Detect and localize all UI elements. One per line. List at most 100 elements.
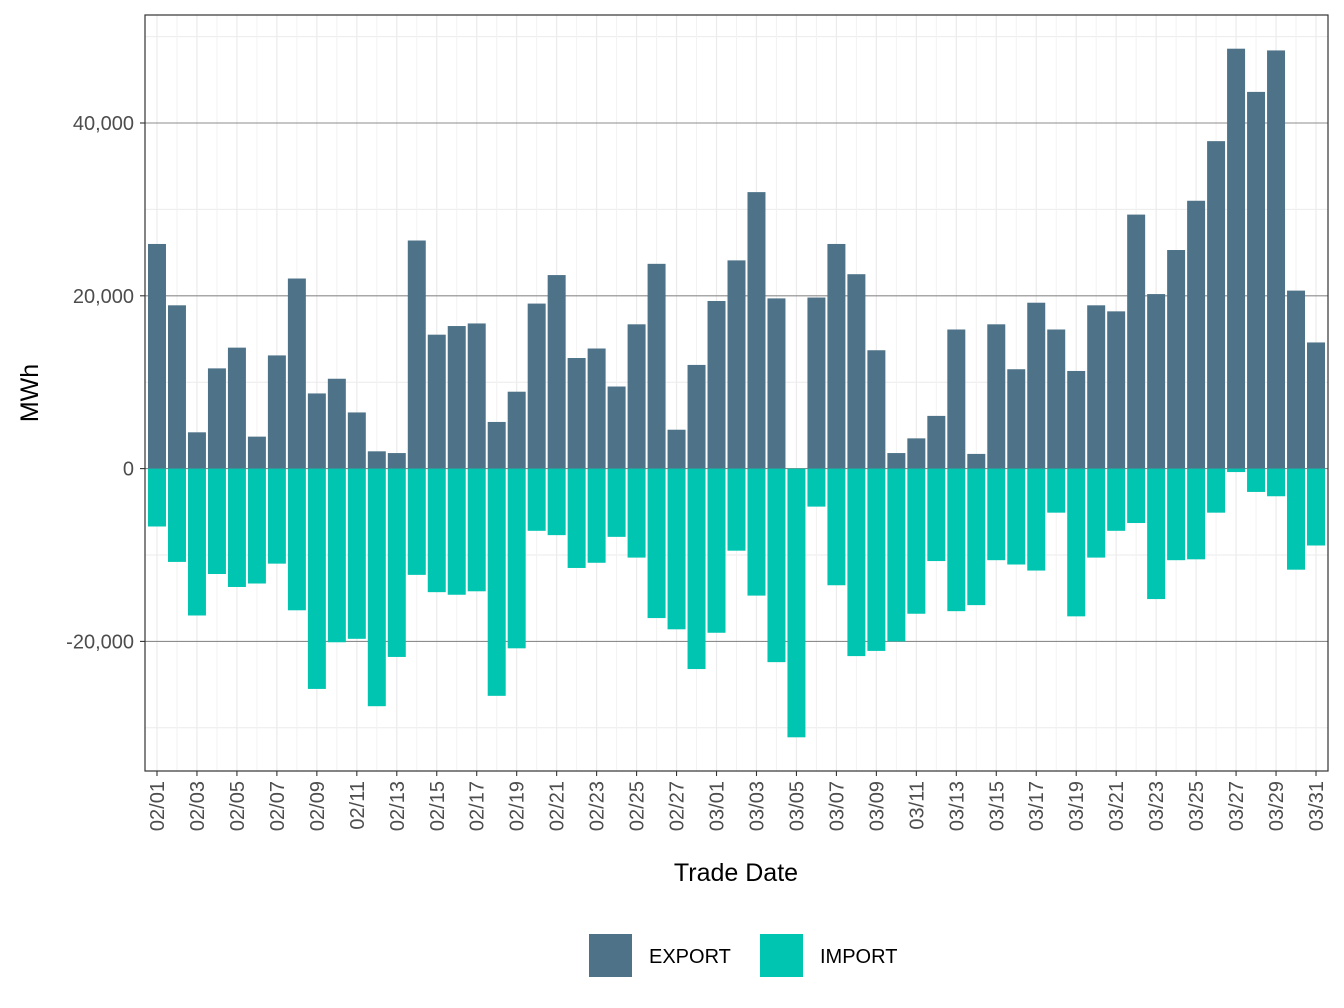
x-tick-label: 02/23 bbox=[587, 781, 609, 831]
y-tick-label: 20,000 bbox=[73, 286, 134, 308]
y-tick-label: 40,000 bbox=[73, 113, 134, 135]
bar-export-02-06 bbox=[247, 436, 266, 469]
bar-layer bbox=[147, 48, 1326, 738]
x-axis: 02/01 02/03 02/05 02/07 02/09 02/11 02/13 02/15… bbox=[147, 771, 1328, 831]
bar-import-02-26 bbox=[647, 468, 666, 619]
bar-import-02-14 bbox=[407, 468, 426, 575]
bar-import-03-07 bbox=[827, 468, 846, 586]
legend-swatch-export bbox=[589, 934, 632, 977]
bar-import-02-17 bbox=[467, 468, 486, 592]
bar-import-03-05 bbox=[787, 468, 806, 738]
bar-import-02-20 bbox=[527, 468, 546, 531]
bar-export-02-04 bbox=[207, 368, 226, 469]
bar-export-03-03 bbox=[747, 192, 766, 469]
bar-import-03-27 bbox=[1227, 468, 1246, 473]
bar-import-03-04 bbox=[767, 468, 786, 663]
x-tick-label: 03/11 bbox=[906, 781, 928, 830]
bar-export-02-10 bbox=[327, 378, 346, 469]
x-tick-label: 02/05 bbox=[227, 781, 249, 831]
bar-import-02-23 bbox=[587, 468, 606, 563]
x-tick-label: 03/13 bbox=[946, 781, 968, 831]
bar-export-03-27 bbox=[1227, 48, 1246, 469]
x-tick-label: 02/03 bbox=[187, 781, 209, 831]
x-tick-label: 03/07 bbox=[826, 781, 848, 831]
bar-export-03-25 bbox=[1187, 200, 1206, 469]
bar-import-02-02 bbox=[167, 468, 186, 562]
y-axis-title: MWh bbox=[16, 364, 44, 422]
bar-export-02-14 bbox=[407, 240, 426, 469]
x-tick-label: 02/17 bbox=[467, 781, 489, 831]
bar-import-02-25 bbox=[627, 468, 646, 558]
bar-export-03-13 bbox=[947, 329, 966, 469]
bar-export-02-26 bbox=[647, 263, 666, 469]
bar-export-03-17 bbox=[1027, 302, 1046, 469]
bar-import-03-02 bbox=[727, 468, 746, 551]
x-tick-label: 03/03 bbox=[746, 781, 768, 831]
bar-import-03-08 bbox=[847, 468, 866, 657]
bar-import-02-27 bbox=[667, 468, 686, 630]
x-tick-label: 02/11 bbox=[347, 781, 369, 830]
bar-export-03-07 bbox=[827, 243, 846, 469]
x-tick-label: 02/07 bbox=[267, 781, 289, 831]
x-tick-label: 02/25 bbox=[627, 781, 649, 831]
x-tick-label: 02/21 bbox=[547, 781, 569, 831]
bar-import-03-15 bbox=[987, 468, 1006, 561]
bar-export-02-25 bbox=[627, 324, 646, 469]
bar-import-03-24 bbox=[1167, 468, 1186, 561]
bar-import-03-19 bbox=[1067, 468, 1086, 617]
x-tick-label: 03/01 bbox=[707, 781, 729, 831]
bar-export-02-05 bbox=[227, 347, 246, 469]
bar-import-02-07 bbox=[267, 468, 286, 564]
bar-export-02-16 bbox=[447, 326, 466, 469]
bar-import-03-25 bbox=[1187, 468, 1206, 560]
bar-import-03-22 bbox=[1127, 468, 1146, 524]
x-tick-label: 02/01 bbox=[147, 781, 169, 831]
bar-export-03-01 bbox=[707, 300, 726, 469]
bar-export-02-13 bbox=[387, 453, 406, 469]
bar-import-03-12 bbox=[927, 468, 946, 562]
x-tick-label: 03/31 bbox=[1306, 781, 1328, 831]
bar-import-03-26 bbox=[1207, 468, 1226, 513]
bar-import-02-03 bbox=[187, 468, 206, 616]
bar-export-02-07 bbox=[267, 355, 286, 469]
x-tick-label: 03/15 bbox=[986, 781, 1008, 831]
x-tick-label: 02/15 bbox=[427, 781, 449, 831]
x-tick-label: 03/27 bbox=[1226, 781, 1248, 831]
bar-import-02-05 bbox=[227, 468, 246, 587]
bar-import-03-10 bbox=[887, 468, 906, 642]
bar-import-03-06 bbox=[807, 468, 826, 507]
bar-export-03-26 bbox=[1207, 141, 1226, 469]
bar-export-03-02 bbox=[727, 260, 746, 469]
bar-export-02-03 bbox=[187, 432, 206, 469]
legend-label-import: IMPORT bbox=[820, 946, 897, 968]
bar-export-03-18 bbox=[1047, 329, 1066, 469]
x-tick-label: 02/27 bbox=[667, 781, 689, 831]
x-tick-label: 03/23 bbox=[1146, 781, 1168, 831]
bar-import-02-06 bbox=[247, 468, 266, 584]
bar-export-03-23 bbox=[1147, 294, 1166, 469]
bar-import-02-19 bbox=[507, 468, 526, 649]
bar-import-02-22 bbox=[567, 468, 586, 568]
bar-import-02-15 bbox=[427, 468, 446, 593]
bar-export-03-21 bbox=[1107, 311, 1126, 469]
bar-import-03-31 bbox=[1307, 468, 1326, 546]
bar-export-02-09 bbox=[307, 393, 326, 469]
bar-export-03-30 bbox=[1287, 290, 1306, 469]
bar-import-03-17 bbox=[1027, 468, 1046, 571]
x-tick-label: 02/09 bbox=[307, 781, 329, 831]
x-tick-label: 03/29 bbox=[1266, 781, 1288, 831]
bar-export-02-28 bbox=[687, 364, 706, 469]
bar-export-03-04 bbox=[767, 298, 786, 469]
bar-import-03-21 bbox=[1107, 468, 1126, 531]
bar-export-03-20 bbox=[1087, 305, 1106, 469]
bar-import-02-04 bbox=[207, 468, 226, 575]
bar-export-02-01 bbox=[147, 243, 166, 469]
bar-export-03-29 bbox=[1267, 50, 1286, 469]
x-tick-label: 03/21 bbox=[1106, 781, 1128, 831]
bar-import-03-09 bbox=[867, 468, 886, 651]
bar-import-03-16 bbox=[1007, 468, 1026, 565]
bar-export-02-17 bbox=[467, 323, 486, 469]
bar-export-02-23 bbox=[587, 348, 606, 469]
bar-export-02-11 bbox=[347, 412, 366, 469]
